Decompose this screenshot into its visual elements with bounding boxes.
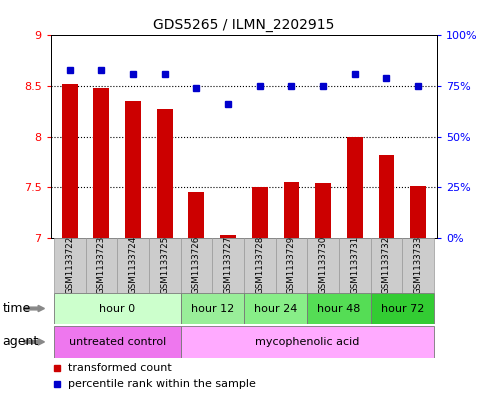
Bar bbox=[181, 238, 212, 293]
Bar bbox=[54, 293, 181, 324]
Text: GSM1133724: GSM1133724 bbox=[128, 236, 138, 294]
Text: GSM1133732: GSM1133732 bbox=[382, 236, 391, 294]
Text: GSM1133733: GSM1133733 bbox=[413, 236, 423, 294]
Text: transformed count: transformed count bbox=[68, 363, 172, 373]
Bar bbox=[410, 186, 426, 238]
Bar bbox=[157, 109, 172, 238]
Text: agent: agent bbox=[2, 335, 39, 349]
Bar bbox=[307, 293, 370, 324]
Bar bbox=[244, 293, 307, 324]
Text: GSM1133725: GSM1133725 bbox=[160, 236, 169, 294]
Bar bbox=[244, 238, 276, 293]
Text: GSM1133730: GSM1133730 bbox=[319, 236, 327, 294]
Bar bbox=[181, 326, 434, 358]
Bar bbox=[94, 88, 109, 238]
Text: hour 0: hour 0 bbox=[99, 303, 135, 314]
Text: untreated control: untreated control bbox=[69, 337, 166, 347]
Text: GSM1133728: GSM1133728 bbox=[255, 236, 264, 294]
Bar bbox=[54, 326, 181, 358]
Text: hour 24: hour 24 bbox=[254, 303, 297, 314]
Bar bbox=[188, 192, 204, 238]
Text: GSM1133726: GSM1133726 bbox=[192, 236, 201, 294]
Bar bbox=[149, 238, 181, 293]
Bar bbox=[125, 101, 141, 238]
Text: GSM1133729: GSM1133729 bbox=[287, 236, 296, 294]
Bar bbox=[370, 293, 434, 324]
Bar bbox=[54, 238, 85, 293]
Text: mycophenolic acid: mycophenolic acid bbox=[255, 337, 359, 347]
Text: GSM1133722: GSM1133722 bbox=[65, 236, 74, 294]
Bar bbox=[220, 235, 236, 238]
Bar bbox=[62, 84, 78, 238]
Bar bbox=[339, 238, 370, 293]
Bar bbox=[117, 238, 149, 293]
Bar bbox=[284, 182, 299, 238]
Text: GSM1133727: GSM1133727 bbox=[224, 236, 233, 294]
Bar bbox=[370, 238, 402, 293]
Text: hour 48: hour 48 bbox=[317, 303, 361, 314]
Text: GSM1133731: GSM1133731 bbox=[350, 236, 359, 294]
Text: hour 72: hour 72 bbox=[381, 303, 424, 314]
Bar bbox=[307, 238, 339, 293]
Text: GSM1133723: GSM1133723 bbox=[97, 236, 106, 294]
Bar bbox=[315, 183, 331, 238]
Bar bbox=[181, 293, 244, 324]
Bar bbox=[85, 238, 117, 293]
Bar bbox=[276, 238, 307, 293]
Bar bbox=[252, 187, 268, 238]
Bar bbox=[402, 238, 434, 293]
Title: GDS5265 / ILMN_2202915: GDS5265 / ILMN_2202915 bbox=[153, 18, 335, 31]
Bar bbox=[379, 155, 394, 238]
Text: hour 12: hour 12 bbox=[191, 303, 234, 314]
Bar bbox=[212, 238, 244, 293]
Text: percentile rank within the sample: percentile rank within the sample bbox=[68, 379, 256, 389]
Text: time: time bbox=[2, 302, 30, 315]
Bar bbox=[347, 136, 363, 238]
